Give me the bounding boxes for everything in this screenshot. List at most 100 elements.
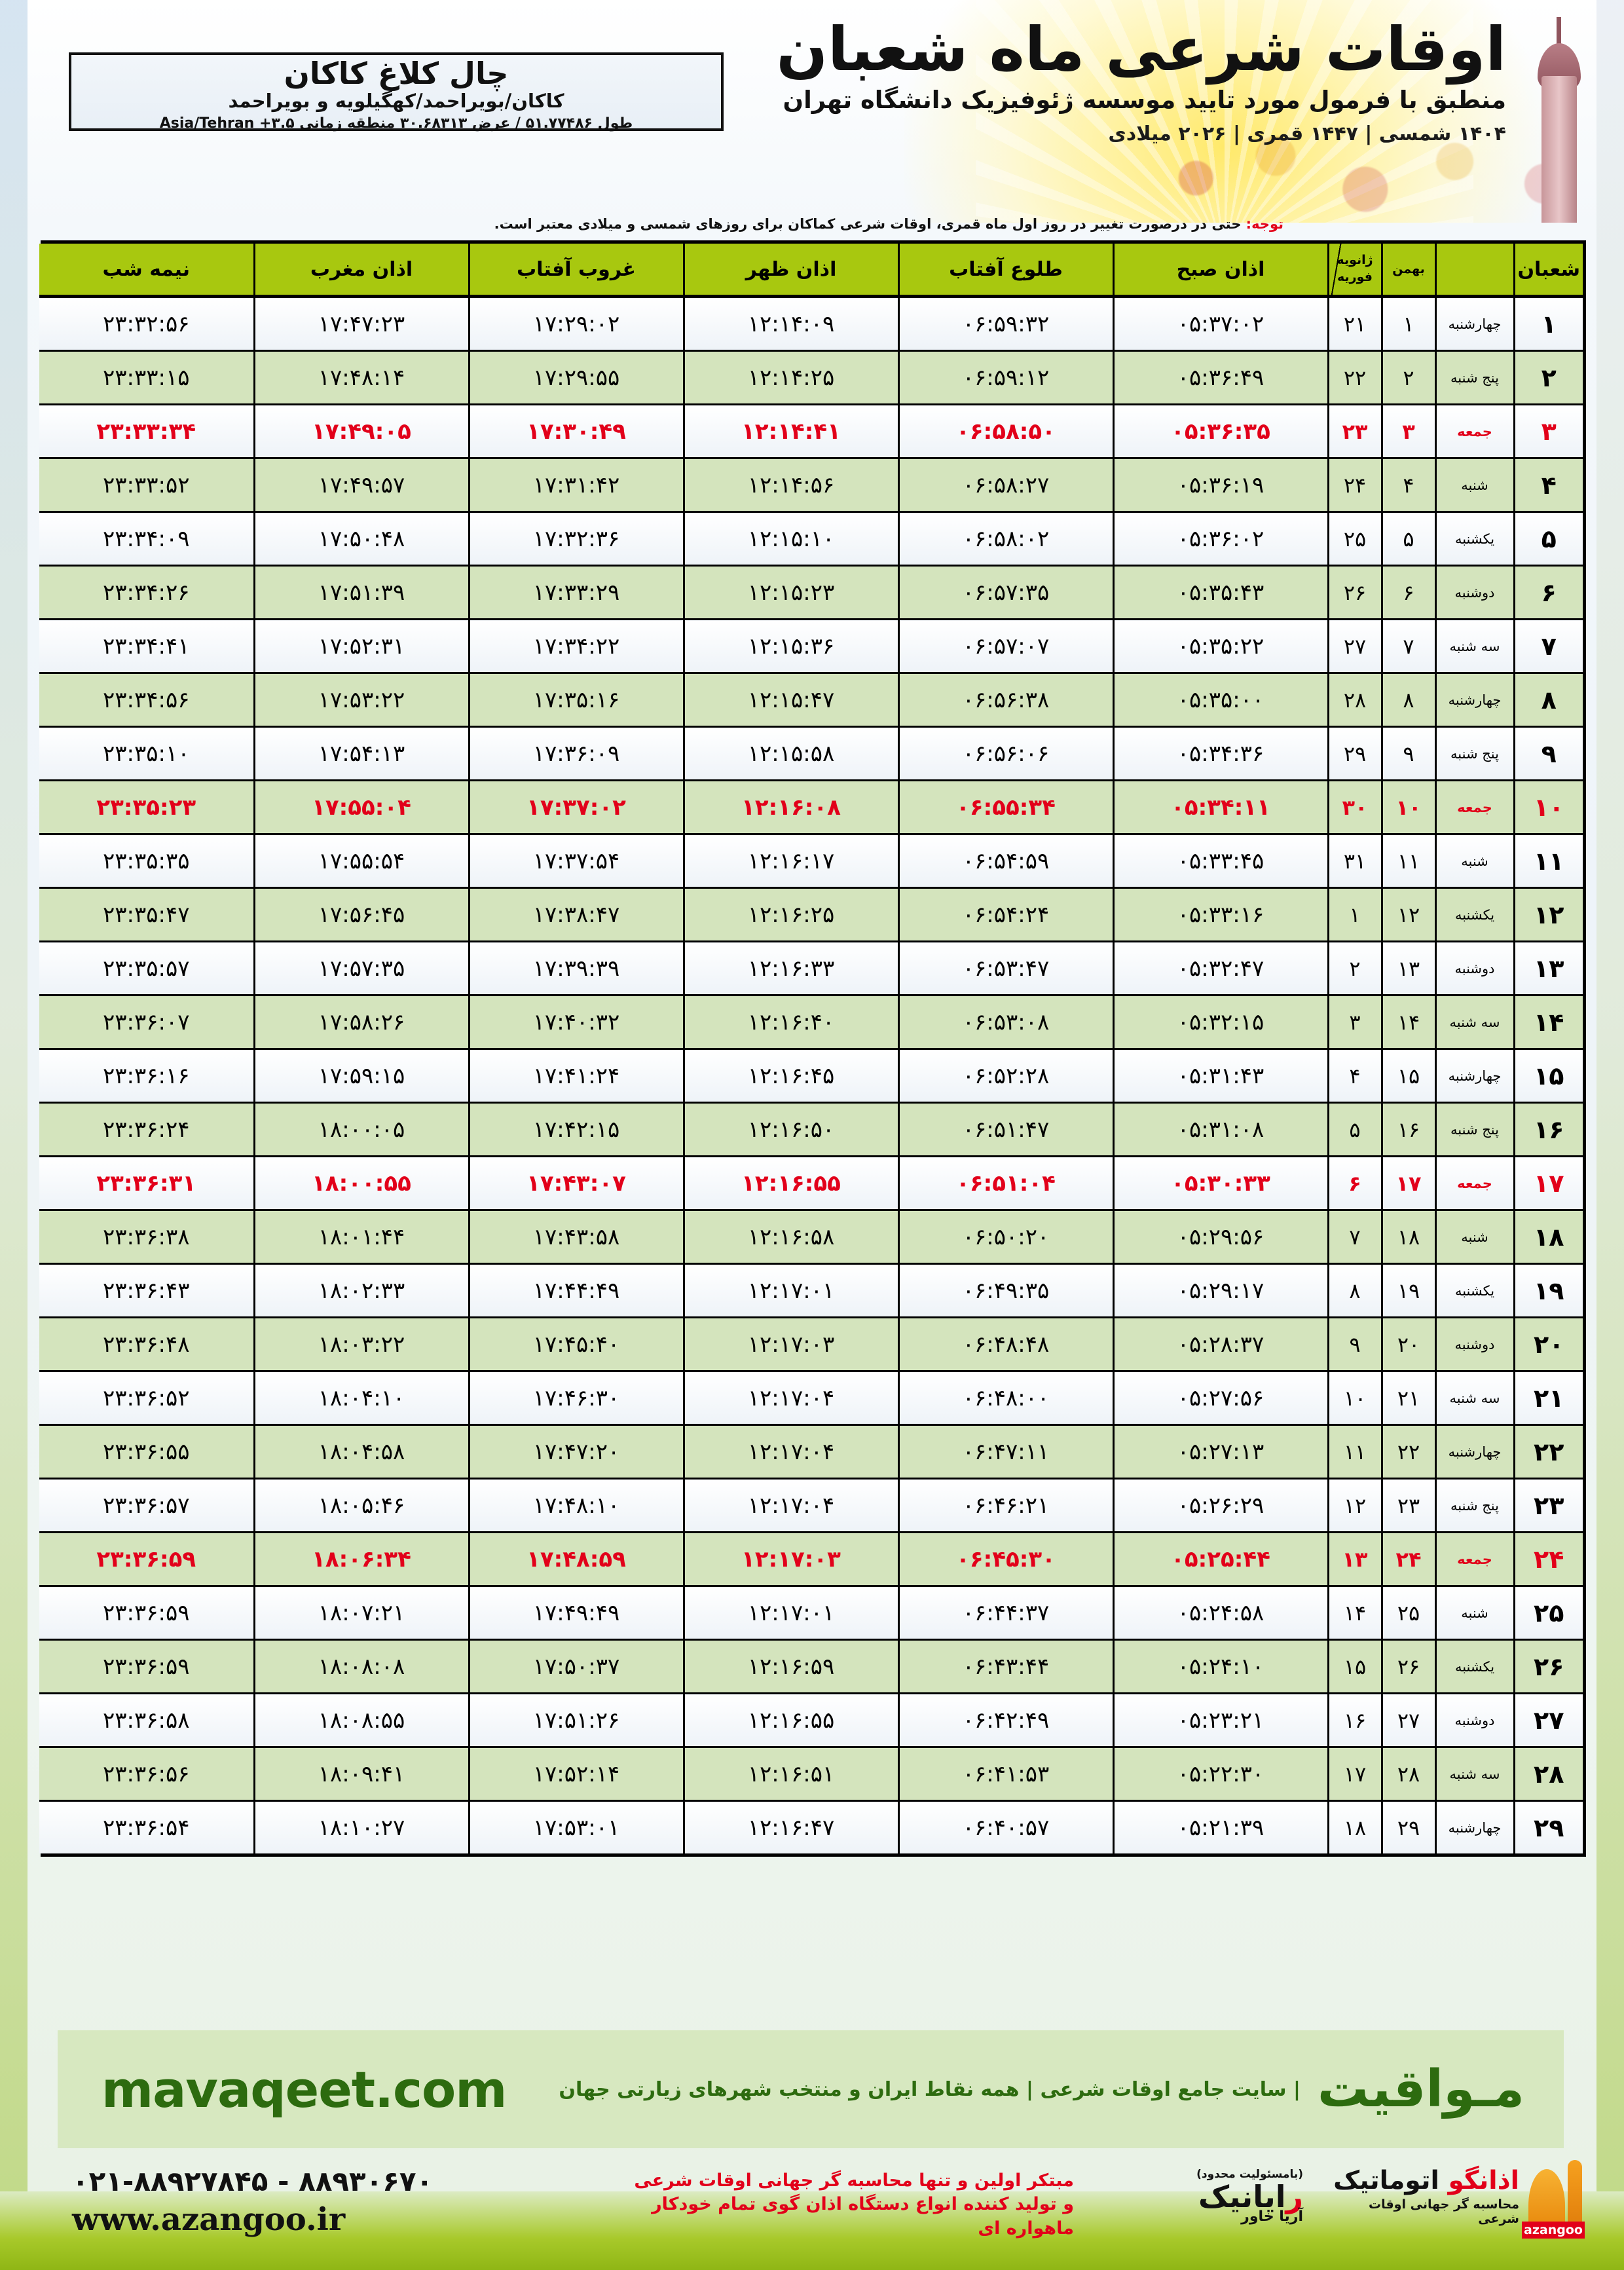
footer-contact: ۰۲۱-۸۸۹۲۷۸۴۵ - ۸۸۹۳۰۶۷۰ www.azangoo.ir [72,2165,478,2238]
cell-gregorian-day: ۱۰ [1327,1371,1382,1426]
footer-website[interactable]: www.azangoo.ir [72,2201,346,2238]
cell-weekday: چهارشنبه [1434,1800,1514,1853]
cell-weekday: یکشنبه [1434,1263,1514,1318]
cell-dhuhr: ۱۲:۱۴:۵۶ [682,458,898,513]
cell-sunrise: ۰۶:۴۷:۱۱ [897,1424,1113,1479]
cell-dhuhr: ۱۲:۱۶:۰۸ [682,780,898,835]
mavaqeet-site-url[interactable]: mavaqeet.com [101,2060,507,2119]
header-bahman: بهمن [1380,244,1435,298]
cell-midnight: ۲۳:۳۶:۱۶ [39,1049,254,1104]
cell-weekday: دوشنبه [1434,565,1514,620]
cell-maghrib: ۱۸:۰۳:۲۲ [253,1317,469,1372]
cell-sunset: ۱۷:۴۴:۴۹ [468,1263,684,1318]
cell-fajr: ۰۵:۲۷:۱۳ [1112,1424,1328,1479]
prayer-times-table: شعبان بهمن ژانویه فوریه اذان صبح طلوع آف… [39,244,1583,1853]
cell-midnight: ۲۳:۳۶:۴۳ [39,1263,254,1318]
cell-gregorian-day: ۱۷ [1327,1747,1382,1802]
cell-midnight: ۲۳:۳۶:۵۲ [39,1371,254,1426]
cell-sunset: ۱۷:۴۳:۵۸ [468,1210,684,1265]
cell-shaban-day: ۱۲ [1513,887,1583,942]
cell-maghrib: ۱۷:۴۹:۰۵ [253,404,469,459]
cell-dhuhr: ۱۲:۱۶:۵۵ [682,1156,898,1211]
header-shaban: شعبان [1513,244,1583,298]
cell-dhuhr: ۱۲:۱۶:۴۵ [682,1049,898,1104]
table-row: ۲۱ سه شنبه ۲۱ ۱۰ ۰۵:۲۷:۵۶ ۰۶:۴۸:۰۰ ۱۲:۱۷:۰۴ ۱۷:… [39,1371,1583,1426]
cell-fajr: ۰۵:۳۷:۰۲ [1112,296,1328,352]
cell-shaban-day: ۲۹ [1513,1800,1583,1853]
cell-sunset: ۱۷:۴۲:۱۵ [468,1102,684,1157]
cell-fajr: ۰۵:۳۱:۰۸ [1112,1102,1328,1157]
cell-bahman-day: ۱۸ [1380,1210,1435,1265]
cell-sunset: ۱۷:۳۹:۳۹ [468,941,684,996]
cell-bahman-day: ۹ [1380,726,1435,781]
ornament-decoration [1126,111,1624,223]
cell-dhuhr: ۱۲:۱۶:۵۹ [682,1639,898,1694]
cell-sunrise: ۰۶:۵۱:۰۴ [897,1156,1113,1211]
cell-shaban-day: ۲۳ [1513,1478,1583,1533]
cell-dhuhr: ۱۲:۱۶:۵۵ [682,1693,898,1748]
rayaneek-subtitle: آریا خاور [1241,2208,1303,2225]
cell-sunset: ۱۷:۳۲:۳۶ [468,512,684,567]
cell-sunset: ۱۷:۴۰:۳۲ [468,995,684,1050]
cell-weekday: پنج شنبه [1434,350,1514,405]
cell-weekday: دوشنبه [1434,1693,1514,1748]
cell-sunset: ۱۷:۴۸:۱۰ [468,1478,684,1533]
cell-sunrise: ۰۶:۵۳:۰۸ [897,995,1113,1050]
cell-maghrib: ۱۸:۰۰:۰۵ [253,1102,469,1157]
cell-weekday: سه شنبه [1434,995,1514,1050]
cell-bahman-day: ۸ [1380,673,1435,728]
cell-midnight: ۲۳:۳۶:۵۴ [39,1800,254,1853]
cell-shaban-day: ۲۷ [1513,1693,1583,1748]
cell-sunrise: ۰۶:۵۶:۳۸ [897,673,1113,728]
right-edge-decoration [1596,0,1624,2270]
cell-fajr: ۰۵:۳۰:۳۳ [1112,1156,1328,1211]
cell-dhuhr: ۱۲:۱۵:۱۰ [682,512,898,567]
table-body: ۱ چهارشنبه ۱ ۲۱ ۰۵:۳۷:۰۲ ۰۶:۵۹:۳۲ ۱۲:۱۴:۰۹ ۱۷:۲… [39,296,1583,1853]
cell-sunset: ۱۷:۴۷:۲۰ [468,1424,684,1479]
azangoo-persian-name: اذانگو اتوماتیک محاسبه گر جهانی اوقات شر… [1329,2168,1519,2226]
location-box: چال کلاغ کاکان کاکان/بویراحمد/کهگیلویه و… [69,52,724,132]
cell-midnight: ۲۳:۳۴:۵۶ [39,673,254,728]
cell-weekday: یکشنبه [1434,1639,1514,1694]
cell-sunset: ۱۷:۵۲:۱۴ [468,1747,684,1802]
cell-bahman-day: ۱۲ [1380,887,1435,942]
cell-maghrib: ۱۷:۴۹:۵۷ [253,458,469,513]
table-row: ۵ یکشنبه ۵ ۲۵ ۰۵:۳۶:۰۲ ۰۶:۵۸:۰۲ ۱۲:۱۵:۱۰ ۱۷:۳۲:… [39,512,1583,567]
cell-gregorian-day: ۶ [1327,1156,1382,1211]
rayaneek-logo: (بامسئولیت محدود) رایانیک آریا خاور [1100,2168,1303,2225]
cell-sunrise: ۰۶:۵۴:۵۹ [897,834,1113,889]
cell-bahman-day: ۲۵ [1380,1586,1435,1641]
calendar-date-line: ۱۴۰۴ شمسی | ۱۴۴۷ قمری | ۲۰۲۶ میلادی [1108,122,1506,145]
cell-bahman-day: ۲۸ [1380,1747,1435,1802]
cell-shaban-day: ۲۰ [1513,1317,1583,1372]
cell-maghrib: ۱۸:۱۰:۲۷ [253,1800,469,1853]
cell-midnight: ۲۳:۳۶:۵۹ [39,1586,254,1641]
cell-dhuhr: ۱۲:۱۷:۰۳ [682,1532,898,1587]
cell-midnight: ۲۳:۳۵:۴۷ [39,887,254,942]
cell-gregorian-day: ۱۲ [1327,1478,1382,1533]
cell-fajr: ۰۵:۳۵:۴۳ [1112,565,1328,620]
header-gregorian-bottom: فوریه [1337,270,1373,284]
cell-weekday: شنبه [1434,1586,1514,1641]
cell-fajr: ۰۵:۲۹:۵۶ [1112,1210,1328,1265]
cell-midnight: ۲۳:۳۶:۳۱ [39,1156,254,1211]
table-row: ۲۷ دوشنبه ۲۷ ۱۶ ۰۵:۲۳:۲۱ ۰۶:۴۲:۴۹ ۱۲:۱۶:۵۵ ۱۷:۵… [39,1693,1583,1748]
cell-gregorian-day: ۲۷ [1327,619,1382,674]
cell-bahman-day: ۲۰ [1380,1317,1435,1372]
cell-dhuhr: ۱۲:۱۷:۰۱ [682,1263,898,1318]
light-rays-decoration [976,0,1473,223]
cell-fajr: ۰۵:۳۲:۱۵ [1112,995,1328,1050]
cell-fajr: ۰۵:۳۶:۰۲ [1112,512,1328,567]
cell-sunrise: ۰۶:۴۰:۵۷ [897,1800,1113,1853]
cell-maghrib: ۱۷:۵۶:۴۵ [253,887,469,942]
cell-midnight: ۲۳:۳۶:۳۸ [39,1210,254,1265]
cell-maghrib: ۱۷:۵۲:۳۱ [253,619,469,674]
table-row: ۹ پنج شنبه ۹ ۲۹ ۰۵:۳۴:۳۶ ۰۶:۵۶:۰۶ ۱۲:۱۵:۵۸ ۱۷:۳… [39,726,1583,781]
cell-sunset: ۱۷:۴۱:۲۴ [468,1049,684,1104]
cell-dhuhr: ۱۲:۱۵:۳۶ [682,619,898,674]
cell-midnight: ۲۳:۳۶:۵۹ [39,1639,254,1694]
cell-midnight: ۲۳:۳۳:۳۴ [39,404,254,459]
cell-bahman-day: ۳ [1380,404,1435,459]
cell-gregorian-day: ۳۰ [1327,780,1382,835]
cell-sunrise: ۰۶:۵۱:۴۷ [897,1102,1113,1157]
